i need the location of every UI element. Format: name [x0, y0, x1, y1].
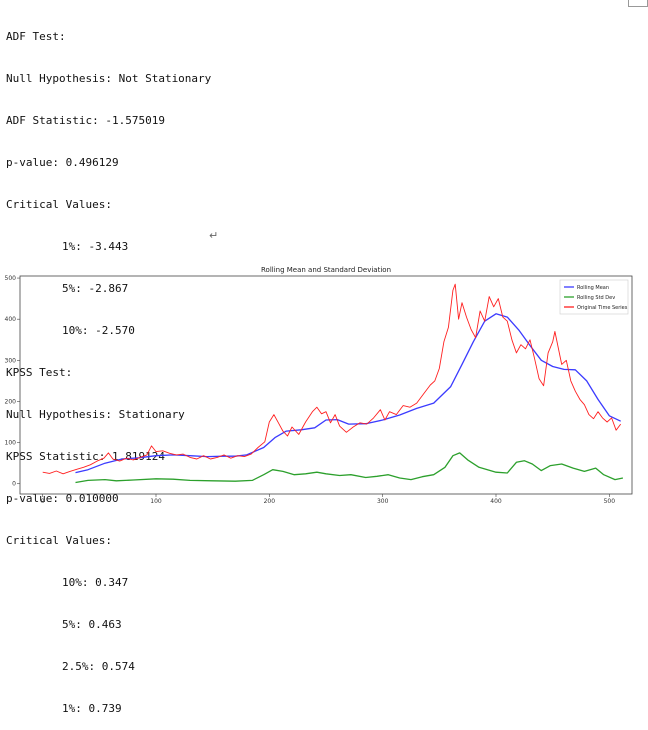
legend-label: Rolling Mean: [577, 285, 609, 291]
x-tick-label: 300: [377, 498, 389, 505]
adf-hypothesis: Null Hypothesis: Not Stationary: [6, 72, 212, 85]
y-tick-label: 100: [5, 440, 17, 447]
kpss-hypothesis: Null Hypothesis: Stationary: [6, 408, 185, 421]
y-tick-label: 200: [5, 398, 17, 405]
y-tick-label: 500: [5, 275, 17, 282]
chart-svg: Rolling Mean and Standard Deviation 0 100…: [5, 266, 633, 505]
return-arrow-icon: ↵: [209, 229, 219, 242]
adf-critical-10pct: 10%: -2.570: [62, 324, 135, 337]
series-line-original-time-series: [42, 283, 622, 475]
kpss-pvalue: p-value: 0.010000: [6, 492, 119, 505]
kpss-critical-2-5pct: 2.5%: 0.574: [62, 660, 135, 673]
kpss-critical-5pct: 5%: 0.463: [62, 618, 122, 631]
y-tick-label: 300: [5, 357, 17, 364]
x-tick-label: 500: [604, 498, 616, 505]
kpss-header: KPSS Test:: [6, 366, 73, 379]
kpss-critical-header: Critical Values:: [6, 534, 112, 547]
y-axis-ticks: 0 100 200 300 400 500: [5, 275, 20, 488]
series-line-rolling-mean: [75, 313, 621, 474]
legend: Rolling Mean Rolling Std Dev Original Time…: [559, 279, 629, 315]
adf-header: ADF Test:: [6, 30, 66, 43]
legend-label: Original Time Series: [577, 305, 628, 311]
adf-statistic: ADF Statistic: -1.575019: [6, 114, 165, 127]
plot-frame: [19, 275, 633, 495]
adf-pvalue: p-value: 0.496129: [6, 156, 119, 169]
window-corner-decoration: [628, 0, 648, 7]
rolling-stats-chart: Rolling Mean and Standard Deviation 0 100…: [0, 262, 648, 509]
chart-title: Rolling Mean and Standard Deviation: [261, 266, 391, 274]
adf-critical-1pct: 1%: -3.443: [62, 240, 129, 253]
x-tick-label: 100: [150, 498, 162, 505]
x-tick-label: 0: [41, 498, 45, 505]
adf-critical-5pct: 5%: -2.867: [62, 282, 129, 295]
kpss-critical-10pct: 10%: 0.347: [62, 576, 129, 589]
y-tick-label: 400: [5, 316, 17, 323]
kpss-critical-1pct: 1%: 0.739: [62, 702, 122, 715]
series-line-rolling-std-dev: [75, 452, 624, 484]
kpss-statistic: KPSS Statistic: 1.819124: [6, 450, 165, 463]
series-lines: [42, 283, 624, 484]
x-tick-label: 400: [490, 498, 502, 505]
adf-critical-header: Critical Values:: [6, 198, 112, 211]
legend-label: Rolling Std Dev: [577, 295, 615, 301]
x-tick-label: 200: [264, 498, 276, 505]
x-axis-ticks: 0 100 200 300 400 500: [41, 494, 615, 505]
y-tick-label: 0: [12, 481, 16, 488]
